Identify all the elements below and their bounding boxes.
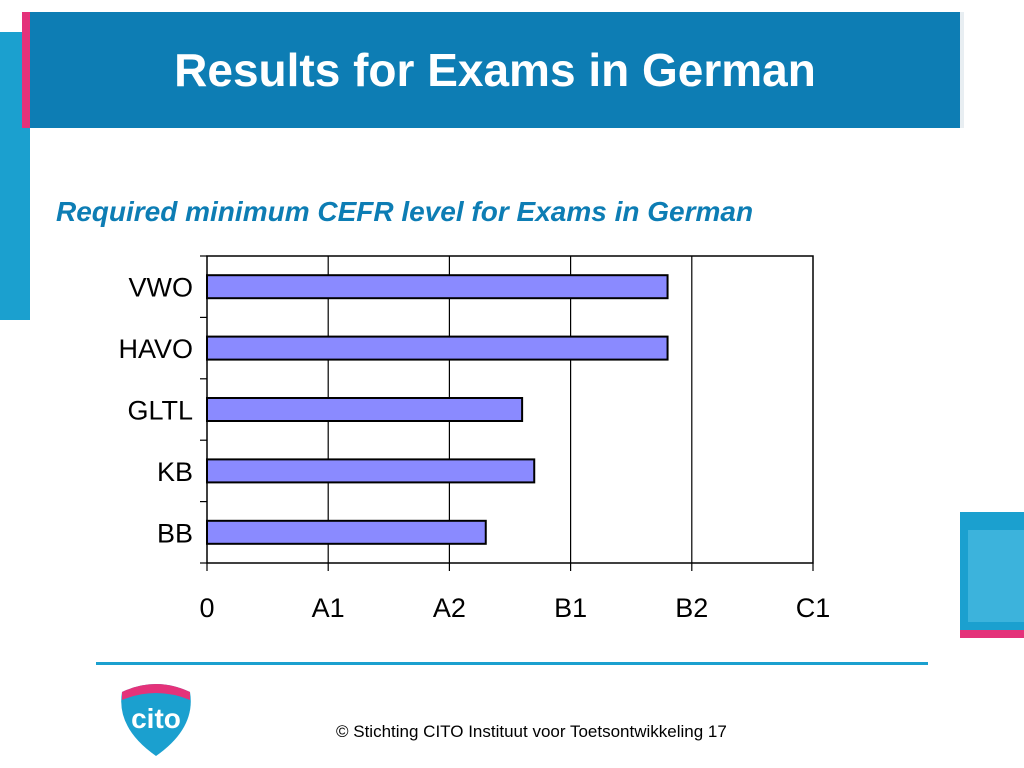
left-accent-pink — [22, 12, 30, 128]
x-tick-label: B1 — [554, 593, 587, 623]
bar-chart: 0 A1 A2 B1 B2 C1 VWO HAVO GLTL KB BB — [118, 255, 831, 623]
x-tick-label: A1 — [312, 593, 345, 623]
page-title: Results for Exams in German — [174, 44, 816, 96]
x-tick-label: C1 — [796, 593, 831, 623]
logo-text: cito — [131, 703, 181, 734]
bar — [206, 458, 536, 484]
title-bar — [30, 12, 960, 128]
bar — [206, 274, 669, 300]
right-accent-pink — [960, 630, 1024, 638]
bar — [206, 335, 669, 361]
category-label: GLTL — [127, 396, 193, 426]
copyright-text: © Stichting CITO Instituut voor Toetsont… — [336, 722, 727, 741]
category-label: HAVO — [118, 334, 193, 364]
footer-rule — [96, 662, 928, 665]
bar — [206, 397, 524, 422]
title-bar-edge — [960, 12, 964, 128]
bar — [206, 519, 487, 545]
right-accent-light — [968, 530, 1024, 622]
chart-title: Required minimum CEFR level for Exams in… — [56, 196, 754, 227]
category-label: VWO — [129, 273, 194, 303]
cito-logo: cito — [121, 684, 191, 756]
x-tick-label: B2 — [675, 593, 708, 623]
x-tick-label: A2 — [433, 593, 466, 623]
x-tick-label: 0 — [199, 593, 214, 623]
category-label: BB — [157, 518, 193, 548]
left-accent-top — [0, 0, 22, 30]
category-label: KB — [157, 457, 193, 487]
